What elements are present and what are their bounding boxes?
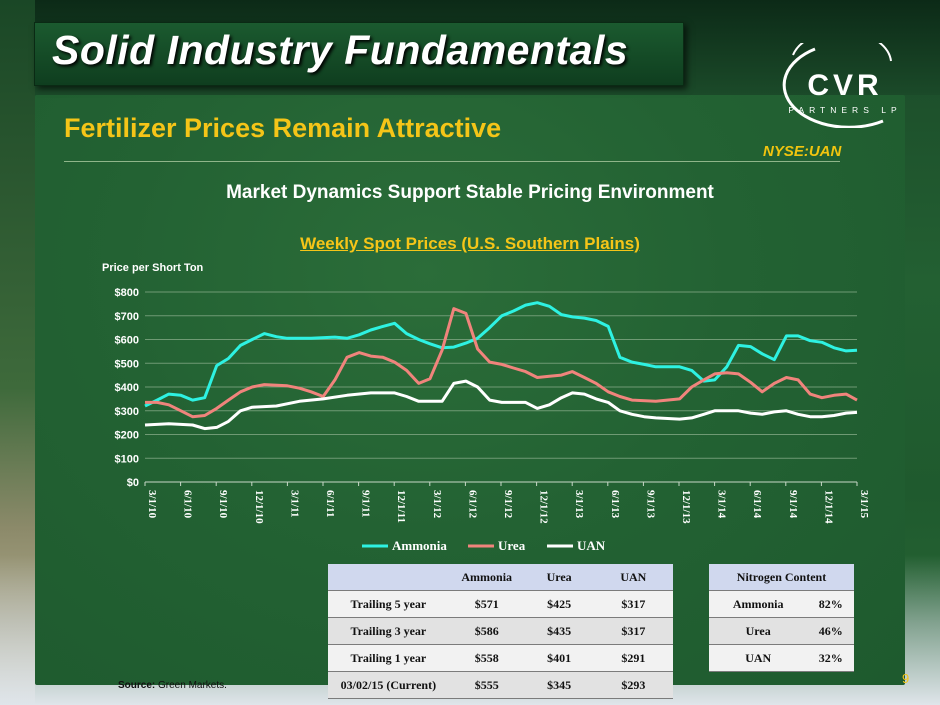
x-tick-label: 3/1/13 [573, 490, 585, 519]
legend-label: Ammonia [392, 538, 447, 553]
slide-title: Solid Industry Fundamentals [52, 27, 629, 73]
price-table-row-label: Trailing 5 year [328, 590, 449, 618]
divider [64, 161, 840, 162]
price-table-row: Trailing 5 year $571 $425 $317 [328, 590, 673, 618]
nitrogen-table-row: Ammonia 82% [709, 590, 854, 618]
price-table-cell: $401 [524, 644, 594, 672]
price-table-cell: $317 [593, 617, 673, 645]
y-tick-label: $600 [115, 335, 139, 347]
price-table-cell: $425 [524, 590, 594, 618]
price-table-cell: $317 [593, 590, 673, 618]
x-tick-label: 6/1/13 [609, 490, 621, 519]
legend-label: Urea [498, 538, 526, 553]
nitrogen-table-row: Urea 46% [709, 617, 854, 645]
nitrogen-table-row: UAN 32% [709, 644, 854, 672]
x-tick-label: 12/1/10 [253, 490, 265, 524]
chart-y-axis-label: Price per Short Ton [102, 262, 204, 274]
nitrogen-percent: 82% [807, 590, 854, 618]
x-tick-label: 9/1/14 [787, 490, 799, 519]
x-tick-label: 6/1/12 [466, 490, 478, 519]
price-table-col-2: Urea [524, 564, 594, 591]
nitrogen-table: Nitrogen Content Ammonia 82% Urea 46% UAN 32% [709, 564, 854, 672]
nitrogen-product: Urea [709, 617, 808, 645]
price-line-chart: $0 $100 $200 $300 $400 $500 $600 $700 $800 3/1/10… [115, 287, 870, 553]
y-tick-label: $700 [115, 311, 139, 323]
x-tick-label: 9/1/11 [360, 490, 372, 518]
y-tick-label: $800 [115, 287, 139, 299]
price-table-row: Trailing 1 year $558 $401 $291 [328, 644, 673, 672]
price-table-row: Trailing 3 year $586 $435 $317 [328, 617, 673, 645]
x-tick-label: 12/1/12 [538, 490, 550, 524]
series-line-uan [144, 379, 858, 431]
slide-subtitle: Fertilizer Prices Remain Attractive [64, 113, 502, 143]
y-tick-label: $0 [127, 477, 139, 489]
exchange-ticker: NYSE:UAN [763, 143, 842, 160]
y-tick-label: $300 [115, 406, 139, 418]
logo-arc-icon [792, 43, 892, 62]
x-tick-label: 3/1/12 [431, 490, 443, 519]
series-line-ammonia [144, 301, 858, 408]
x-tick-label: 3/1/10 [146, 490, 158, 519]
price-table-cell: $558 [448, 644, 525, 672]
x-tick-label: 12/1/13 [680, 490, 692, 524]
price-table-header: Ammonia Urea UAN [328, 564, 673, 591]
price-table-col-0 [328, 564, 449, 591]
nitrogen-product: Ammonia [709, 590, 808, 618]
price-table-cell: $586 [448, 617, 525, 645]
x-tick-label: 3/1/15 [858, 490, 870, 519]
x-tick-label: 12/1/14 [822, 490, 834, 524]
y-tick-label: $400 [115, 382, 139, 394]
cvr-logo: CVR PARTNERS LP [782, 43, 901, 128]
x-tick-label: 9/1/12 [502, 490, 514, 519]
nitrogen-product: UAN [709, 644, 808, 672]
source-text: Green Markets. [158, 680, 227, 691]
y-tick-label: $100 [115, 453, 139, 465]
nitrogen-percent: 32% [807, 644, 854, 672]
x-tick-label: 9/1/10 [217, 490, 229, 519]
nitrogen-table-header: Nitrogen Content [709, 564, 854, 591]
price-table-row-label: 03/02/15 (Current) [328, 671, 449, 699]
price-table-cell: $555 [448, 671, 525, 699]
source-note: Source: Green Markets. [118, 680, 227, 691]
price-table-cell: $435 [524, 617, 594, 645]
x-tick-label: 6/1/11 [324, 490, 336, 518]
price-table-cell: $291 [593, 644, 673, 672]
y-tick-label: $500 [115, 358, 139, 370]
x-tick-label: 3/1/14 [716, 490, 728, 519]
price-table-cell: $571 [448, 590, 525, 618]
x-tick-label: 9/1/13 [644, 490, 656, 519]
price-table-col-1: Ammonia [448, 564, 525, 591]
y-tick-label: $200 [115, 430, 139, 442]
title-banner [34, 22, 684, 86]
price-table-row: 03/02/15 (Current) $555 $345 $293 [328, 671, 673, 699]
logo-text: CVR [807, 69, 882, 102]
logo-subtext: PARTNERS LP [788, 105, 901, 115]
price-table-cell: $293 [593, 671, 673, 699]
source-label: Source: [118, 680, 156, 691]
headline: Market Dynamics Support Stable Pricing E… [226, 182, 714, 203]
price-table-cell: $345 [524, 671, 594, 699]
chart-title: Weekly Spot Prices (U.S. Southern Plains… [300, 234, 640, 253]
page-number: 9 [902, 671, 910, 686]
price-table-row-label: Trailing 1 year [328, 644, 449, 672]
x-tick-label: 12/1/11 [395, 490, 407, 523]
x-tick-label: 6/1/10 [182, 490, 194, 519]
legend-label: UAN [577, 538, 606, 553]
logo-swoosh-icon [782, 47, 884, 128]
nitrogen-percent: 46% [807, 617, 854, 645]
price-table: Ammonia Urea UAN Trailing 5 year $571 $425 $3… [328, 564, 673, 699]
series-line-urea [145, 307, 858, 419]
price-table-col-3: UAN [593, 564, 673, 591]
price-table-row-label: Trailing 3 year [328, 617, 449, 645]
x-tick-label: 3/1/11 [288, 490, 300, 518]
x-tick-label: 6/1/14 [751, 490, 763, 519]
